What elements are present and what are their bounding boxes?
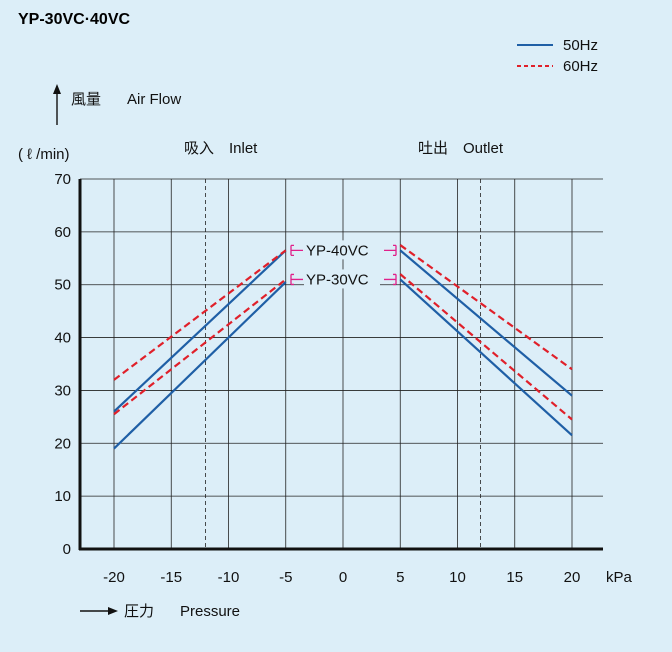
model-labels: YP-40VC YP-30VC	[290, 240, 397, 289]
y-axis-arrow-icon	[53, 84, 61, 125]
y-tick-label: 10	[54, 488, 71, 505]
bracket-right-icon	[384, 244, 397, 257]
x-tick-label: 15	[506, 569, 523, 586]
y-axis-unit: ( ℓ /min)	[18, 146, 70, 163]
x-tick-label: 20	[564, 569, 581, 586]
x-tick-label: -10	[218, 569, 240, 586]
x-tick-label: -5	[279, 569, 292, 586]
model-label: YP-30VC	[306, 271, 369, 288]
x-tick-label: 0	[339, 569, 347, 586]
y-tick-label: 0	[63, 541, 71, 558]
series-line	[399, 278, 573, 437]
series-line	[113, 249, 287, 381]
y-tick-label: 20	[54, 435, 71, 452]
outlet-label: 吐出 Outlet	[418, 140, 504, 157]
inlet-label: 吸入 Inlet	[184, 140, 258, 157]
x-axis-arrow-icon	[80, 607, 118, 615]
x-tick-label: 5	[396, 569, 404, 586]
x-tick-label: -15	[160, 569, 182, 586]
model-label-background	[304, 240, 380, 260]
y-tick-label: 40	[54, 330, 71, 347]
x-tick-label: -20	[103, 569, 125, 586]
x-axis-label: Pressure	[180, 603, 240, 620]
series-lines	[113, 244, 573, 450]
y-tick-label: 50	[54, 277, 71, 294]
bracket-left-icon	[290, 244, 303, 257]
series-line	[399, 244, 573, 371]
series-line	[113, 281, 287, 450]
y-axis-label-jp: 風量	[71, 91, 101, 108]
series-line	[113, 249, 287, 413]
series-line	[113, 278, 287, 416]
legend: 50Hz 60Hz	[517, 37, 598, 75]
axes	[78, 179, 603, 551]
bracket-left-icon	[290, 273, 303, 286]
model-label: YP-40VC	[306, 242, 369, 259]
x-axis-unit: kPa	[606, 569, 633, 586]
chart-title: YP-30VC·40VC	[18, 11, 130, 28]
legend-label: 50Hz	[563, 37, 598, 54]
tick-labels: 0 10 20 30 40 50 60 70 -20 -15 -10 -5 0 5 10 15 20	[54, 171, 580, 586]
y-tick-label: 60	[54, 224, 71, 241]
legend-label: 60Hz	[563, 58, 598, 75]
series-line	[399, 249, 573, 397]
x-tick-label: 10	[449, 569, 466, 586]
y-tick-label: 70	[54, 171, 71, 188]
model-label-background	[304, 269, 380, 289]
grid	[80, 178, 603, 549]
x-axis-label-jp: 圧力	[124, 603, 154, 620]
series-line	[399, 273, 573, 421]
y-axis-label: Air Flow	[127, 91, 181, 108]
bracket-right-icon	[384, 273, 397, 286]
y-tick-label: 30	[54, 382, 71, 399]
